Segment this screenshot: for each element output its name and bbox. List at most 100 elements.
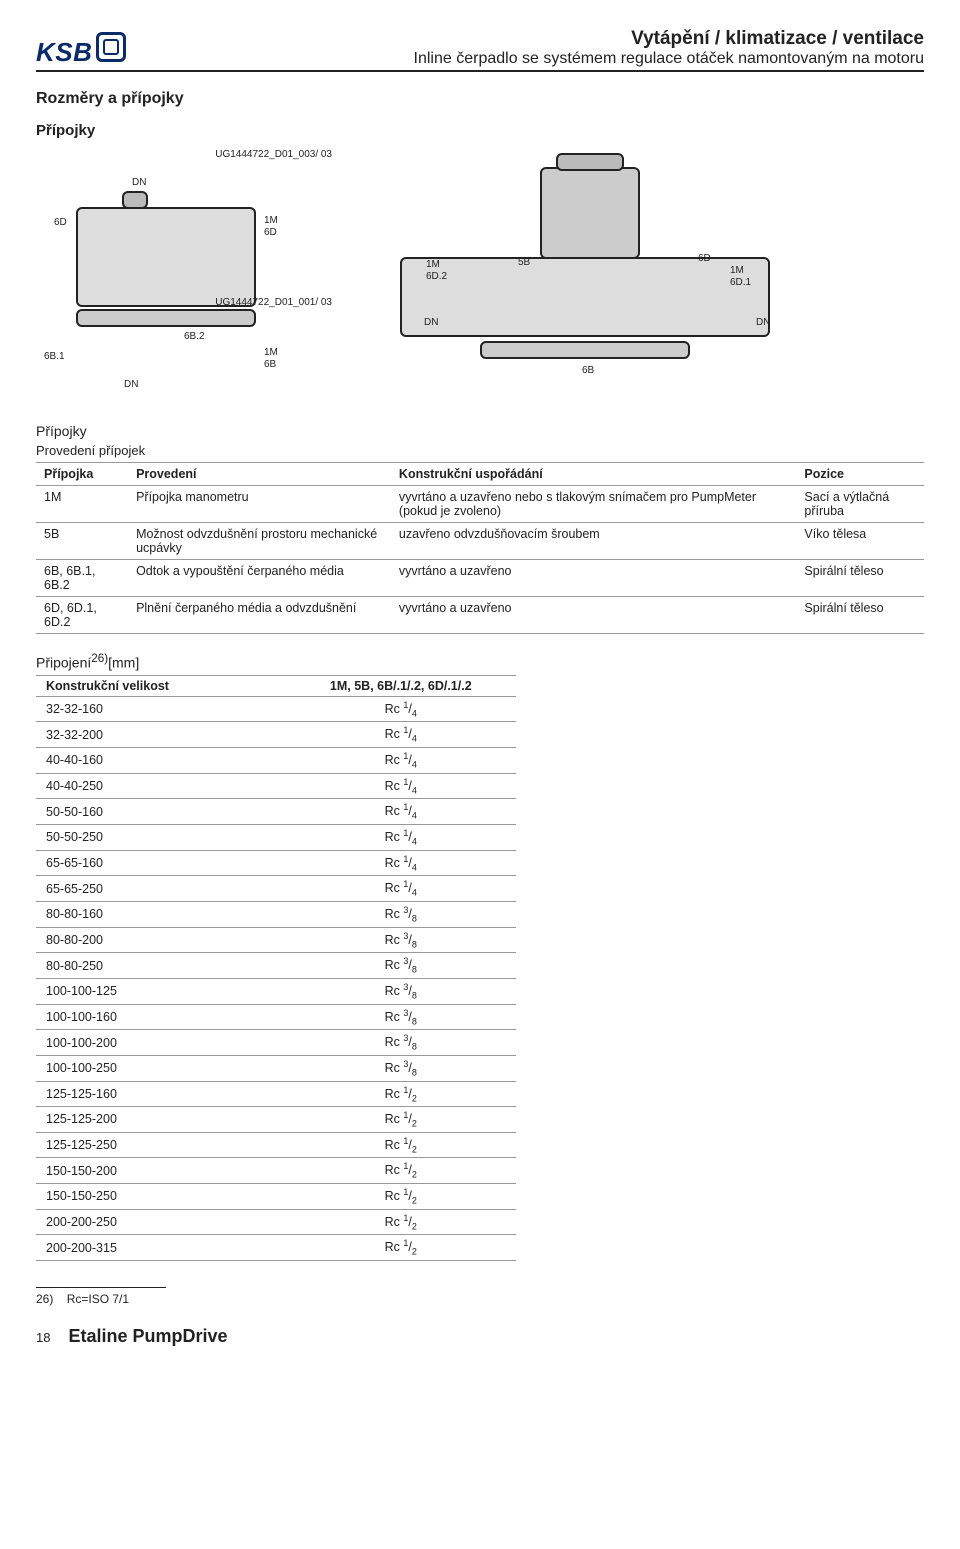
page-header: KSB Vytápění / klimatizace / ventilace I… <box>36 28 924 72</box>
table-row: 150-150-250Rc 1/2 <box>36 1184 516 1210</box>
table-row: 100-100-200Rc 3/8 <box>36 1030 516 1056</box>
diagram-left: UG1444722_D01_003/ 03 DN 6D 1M 6D UG1444… <box>36 147 336 407</box>
table-row: 40-40-250Rc 1/4 <box>36 773 516 799</box>
table-row: 100-100-125Rc 3/8 <box>36 978 516 1004</box>
logo-text: KSB <box>36 37 92 68</box>
value-cell: Rc 3/8 <box>286 978 516 1004</box>
value-cell: Rc 3/8 <box>286 1004 516 1030</box>
footnote-mark: 26) <box>36 1292 53 1306</box>
value-cell: Rc 1/4 <box>286 824 516 850</box>
value-cell: Rc 3/8 <box>286 1055 516 1081</box>
footnote-text: Rc=ISO 7/1 <box>67 1292 129 1306</box>
table-header-row: Konstrukční velikost 1M, 5B, 6B/.1/.2, 6… <box>36 675 516 696</box>
table-row: 80-80-250Rc 3/8 <box>36 953 516 979</box>
header-title-2: Inline čerpadlo se systémem regulace otá… <box>414 50 924 68</box>
label-dn-bottom: DN <box>124 379 138 390</box>
size-cell: 100-100-125 <box>36 978 286 1004</box>
table-row: 125-125-160Rc 1/2 <box>36 1081 516 1107</box>
size-cell: 80-80-200 <box>36 927 286 953</box>
label-6d2: 6D <box>264 227 277 238</box>
value-cell: Rc 1/2 <box>286 1107 516 1133</box>
footnote: 26) Rc=ISO 7/1 <box>36 1292 924 1306</box>
footnote-rule <box>36 1287 166 1288</box>
size-cell: 100-100-160 <box>36 1004 286 1030</box>
value-cell: Rc 1/2 <box>286 1184 516 1210</box>
table-row: 200-200-315Rc 1/2 <box>36 1235 516 1261</box>
size-cell: 40-40-160 <box>36 747 286 773</box>
size-cell: 125-125-160 <box>36 1081 286 1107</box>
table-cell: Přípojka manometru <box>128 486 391 523</box>
logo: KSB <box>36 37 126 68</box>
size-cell: 150-150-250 <box>36 1184 286 1210</box>
table-row: 6D, 6D.1, 6D.2Plnění čerpaného média a o… <box>36 597 924 634</box>
value-cell: Rc 3/8 <box>286 927 516 953</box>
table2-title-unit: [mm] <box>108 655 139 671</box>
size-cell: 100-100-200 <box>36 1030 286 1056</box>
diagram-right: 1M 6D.2 5B 6D 1M 6D.1 DN DN 6B <box>360 147 924 407</box>
table1-caption: Přípojky <box>36 423 924 439</box>
value-cell: Rc 1/4 <box>286 850 516 876</box>
value-cell: Rc 1/2 <box>286 1158 516 1184</box>
label-6b: 6B <box>264 359 276 370</box>
size-cell: 50-50-250 <box>36 824 286 850</box>
table-row: 65-65-160Rc 1/4 <box>36 850 516 876</box>
size-cell: 125-125-250 <box>36 1132 286 1158</box>
th-val: 1M, 5B, 6B/.1/.2, 6D/.1/.2 <box>286 675 516 696</box>
table-row: 150-150-200Rc 1/2 <box>36 1158 516 1184</box>
size-cell: 150-150-200 <box>36 1158 286 1184</box>
table-row: 1MPřípojka manometruvyvrtáno a uzavřeno … <box>36 486 924 523</box>
table-row: 40-40-160Rc 1/4 <box>36 747 516 773</box>
label-1m-6d2b: 6D.2 <box>426 271 447 282</box>
value-cell: Rc 1/4 <box>286 747 516 773</box>
footer-title: Etaline PumpDrive <box>68 1326 227 1347</box>
label-5b: 5B <box>518 257 530 268</box>
table2-title: Připojení26)[mm] <box>36 652 924 671</box>
table-row: 32-32-200Rc 1/4 <box>36 722 516 748</box>
value-cell: Rc 1/4 <box>286 799 516 825</box>
table-cell: vyvrtáno a uzavřeno <box>391 597 796 634</box>
connection-sizes-table: Konstrukční velikost 1M, 5B, 6B/.1/.2, 6… <box>36 675 516 1261</box>
table-row: 125-125-250Rc 1/2 <box>36 1132 516 1158</box>
connections-table: Přípojka Provedení Konstrukční uspořádán… <box>36 462 924 634</box>
table-row: 6B, 6B.1, 6B.2Odtok a vypouštění čerpané… <box>36 560 924 597</box>
label-6d: 6D <box>54 217 67 228</box>
table-cell: Sací a výtlačná příruba <box>796 486 924 523</box>
value-cell: Rc 1/2 <box>286 1081 516 1107</box>
value-cell: Rc 1/2 <box>286 1132 516 1158</box>
size-cell: 40-40-250 <box>36 773 286 799</box>
size-cell: 200-200-315 <box>36 1235 286 1261</box>
header-title-1: Vytápění / klimatizace / ventilace <box>414 28 924 50</box>
label-1m-6d1a: 1M <box>730 265 744 276</box>
table-cell: Spirální těleso <box>796 560 924 597</box>
value-cell: Rc 3/8 <box>286 1030 516 1056</box>
table-cell: Možnost odvzdušnění prostoru mechanické … <box>128 523 391 560</box>
size-cell: 32-32-160 <box>36 696 286 722</box>
value-cell: Rc 3/8 <box>286 953 516 979</box>
table-cell: Spirální těleso <box>796 597 924 634</box>
table-cell: 5B <box>36 523 128 560</box>
size-cell: 80-80-160 <box>36 901 286 927</box>
table-row: 50-50-250Rc 1/4 <box>36 824 516 850</box>
size-cell: 65-65-250 <box>36 876 286 902</box>
section-title: Rozměry a přípojky <box>36 90 924 108</box>
value-cell: Rc 1/4 <box>286 773 516 799</box>
size-cell: 50-50-160 <box>36 799 286 825</box>
table-cell: Plnění čerpaného média a odvzdušnění <box>128 597 391 634</box>
th-3: Konstrukční uspořádání <box>391 463 796 486</box>
table-row: 125-125-200Rc 1/2 <box>36 1107 516 1133</box>
table-row: 32-32-160Rc 1/4 <box>36 696 516 722</box>
table-row: 80-80-200Rc 3/8 <box>36 927 516 953</box>
label-1m: 1M <box>264 215 278 226</box>
value-cell: Rc 3/8 <box>286 901 516 927</box>
table-row: 100-100-160Rc 3/8 <box>36 1004 516 1030</box>
table-cell: vyvrtáno a uzavřeno <box>391 560 796 597</box>
table2-title-main: Připojení <box>36 655 91 671</box>
table-header-row: Přípojka Provedení Konstrukční uspořádán… <box>36 463 924 486</box>
size-cell: 80-80-250 <box>36 953 286 979</box>
page-footer: 18 Etaline PumpDrive <box>36 1326 924 1347</box>
diagram-code: UG1444722_D01_003/ 03 <box>215 149 332 160</box>
label-1m-6d2a: 1M <box>426 259 440 270</box>
table-cell: Odtok a vypouštění čerpaného média <box>128 560 391 597</box>
size-cell: 125-125-200 <box>36 1107 286 1133</box>
label-6b1: 6B.1 <box>44 351 65 362</box>
